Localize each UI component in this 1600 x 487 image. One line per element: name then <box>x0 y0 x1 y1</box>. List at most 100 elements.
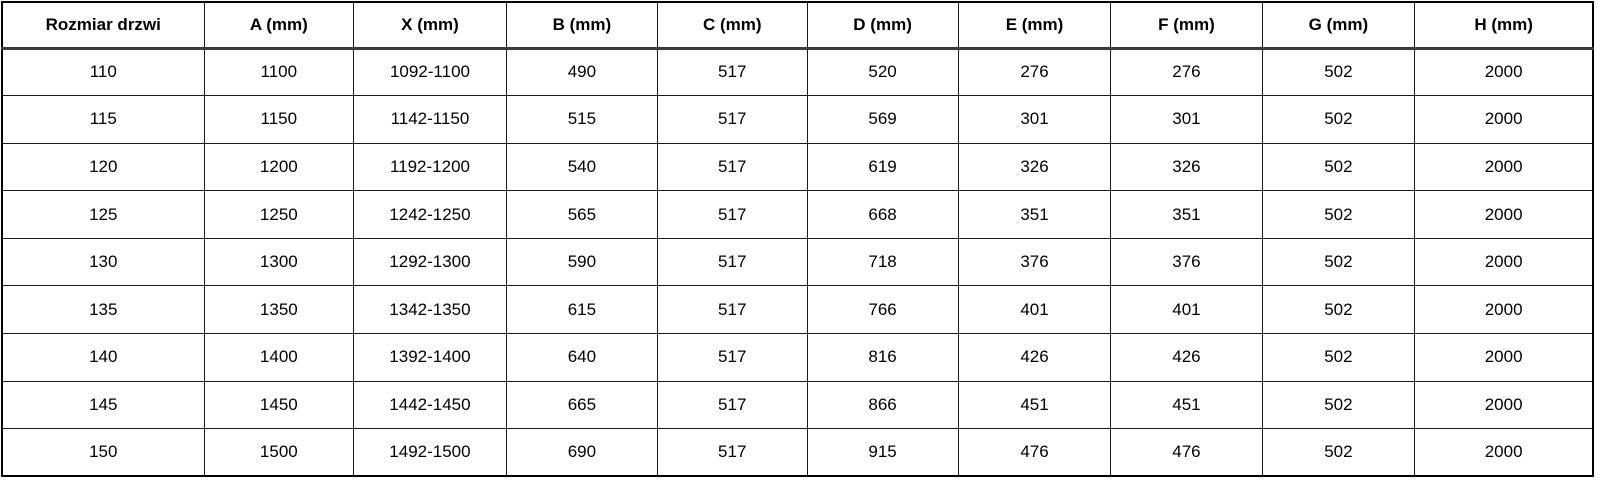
table-cell: 2000 <box>1414 190 1594 239</box>
table-cell: 619 <box>806 142 959 192</box>
table-cell: 2000 <box>1414 95 1594 144</box>
table-cell: 2000 <box>1414 428 1594 477</box>
table-cell: 1442-1450 <box>353 380 507 430</box>
table-cell: 1350 <box>203 285 355 335</box>
table-cell: 1392-1400 <box>353 333 507 382</box>
row-size-cell: 110 <box>1 47 205 97</box>
table-cell: 816 <box>806 333 959 382</box>
table-cell: 517 <box>656 285 808 335</box>
table-cell: 1300 <box>203 237 355 287</box>
table-row: 135 1350 1342-1350 615 517 766 401 401 502 2000 <box>1 285 1594 335</box>
table-cell: 276 <box>1110 47 1263 97</box>
table-cell: 517 <box>656 142 808 192</box>
column-header-d: D (mm) <box>806 1 959 50</box>
table-cell: 668 <box>806 190 959 239</box>
table-cell: 502 <box>1261 142 1416 192</box>
table-cell: 351 <box>957 190 1112 239</box>
row-size-cell: 140 <box>1 333 205 382</box>
row-size-cell: 130 <box>1 237 205 287</box>
table-cell: 490 <box>505 47 658 97</box>
column-header-g: G (mm) <box>1261 1 1416 50</box>
table-cell: 517 <box>656 333 808 382</box>
table-head: Rozmiar drzwi A (mm) X (mm) B (mm) C (mm) D (… <box>1 1 1594 50</box>
table-cell: 502 <box>1261 95 1416 144</box>
table-cell: 1100 <box>203 47 355 97</box>
table-cell: 1450 <box>203 380 355 430</box>
table-cell: 2000 <box>1414 142 1594 192</box>
table-row: 120 1200 1192-1200 540 517 619 326 326 502 2000 <box>1 142 1594 192</box>
column-header-e: E (mm) <box>957 1 1112 50</box>
table-cell: 517 <box>656 428 808 477</box>
table-cell: 718 <box>806 237 959 287</box>
table-cell: 502 <box>1261 428 1416 477</box>
table-cell: 517 <box>656 380 808 430</box>
table-cell: 301 <box>957 95 1112 144</box>
table-cell: 426 <box>1110 333 1263 382</box>
table-row: 110 1100 1092-1100 490 517 520 276 276 502 2000 <box>1 47 1594 97</box>
table-row: 150 1500 1492-1500 690 517 915 476 476 502 2000 <box>1 428 1594 477</box>
column-header-h: H (mm) <box>1414 1 1594 50</box>
table-cell: 1342-1350 <box>353 285 507 335</box>
column-header-b: B (mm) <box>505 1 658 50</box>
table-cell: 376 <box>1110 237 1263 287</box>
column-header-x: X (mm) <box>353 1 507 50</box>
table-cell: 502 <box>1261 333 1416 382</box>
table-cell: 665 <box>505 380 658 430</box>
table-cell: 517 <box>656 47 808 97</box>
table-cell: 451 <box>957 380 1112 430</box>
table-cell: 1250 <box>203 190 355 239</box>
table-cell: 1492-1500 <box>353 428 507 477</box>
table-cell: 615 <box>505 285 658 335</box>
table-cell: 640 <box>505 333 658 382</box>
column-header-a: A (mm) <box>203 1 355 50</box>
table-cell: 520 <box>806 47 959 97</box>
table-cell: 301 <box>1110 95 1263 144</box>
table-cell: 1192-1200 <box>353 142 507 192</box>
table-cell: 1500 <box>203 428 355 477</box>
header-row: Rozmiar drzwi A (mm) X (mm) B (mm) C (mm) D (… <box>1 1 1594 50</box>
table-cell: 326 <box>957 142 1112 192</box>
table-cell: 502 <box>1261 237 1416 287</box>
table-cell: 1092-1100 <box>353 47 507 97</box>
table-cell: 502 <box>1261 47 1416 97</box>
table-cell: 915 <box>806 428 959 477</box>
table-cell: 590 <box>505 237 658 287</box>
table-cell: 502 <box>1261 380 1416 430</box>
row-size-cell: 120 <box>1 142 205 192</box>
row-size-cell: 145 <box>1 380 205 430</box>
table-cell: 766 <box>806 285 959 335</box>
table-cell: 426 <box>957 333 1112 382</box>
table-cell: 1242-1250 <box>353 190 507 239</box>
table-cell: 690 <box>505 428 658 477</box>
table-cell: 2000 <box>1414 380 1594 430</box>
row-size-cell: 125 <box>1 190 205 239</box>
table-cell: 451 <box>1110 380 1263 430</box>
table-row: 130 1300 1292-1300 590 517 718 376 376 502 2000 <box>1 237 1594 287</box>
table-cell: 866 <box>806 380 959 430</box>
table-cell: 517 <box>656 190 808 239</box>
table-cell: 1400 <box>203 333 355 382</box>
table-cell: 2000 <box>1414 47 1594 97</box>
table-cell: 565 <box>505 190 658 239</box>
table-cell: 476 <box>1110 428 1263 477</box>
door-size-table: Rozmiar drzwi A (mm) X (mm) B (mm) C (mm) D (… <box>1 1 1594 478</box>
table-cell: 502 <box>1261 190 1416 239</box>
table-row: 125 1250 1242-1250 565 517 668 351 351 502 2000 <box>1 190 1594 239</box>
table-cell: 2000 <box>1414 237 1594 287</box>
table-cell: 276 <box>957 47 1112 97</box>
table-cell: 1200 <box>203 142 355 192</box>
table-cell: 376 <box>957 237 1112 287</box>
table-cell: 2000 <box>1414 333 1594 382</box>
table-row: 115 1150 1142-1150 515 517 569 301 301 502 2000 <box>1 95 1594 144</box>
table-cell: 401 <box>1110 285 1263 335</box>
table-cell: 569 <box>806 95 959 144</box>
row-size-cell: 115 <box>1 95 205 144</box>
table-row: 145 1450 1442-1450 665 517 866 451 451 502 2000 <box>1 380 1594 430</box>
table-cell: 540 <box>505 142 658 192</box>
table-cell: 1150 <box>203 95 355 144</box>
table-cell: 515 <box>505 95 658 144</box>
table-cell: 476 <box>957 428 1112 477</box>
row-size-cell: 135 <box>1 285 205 335</box>
table-cell: 401 <box>957 285 1112 335</box>
row-size-cell: 150 <box>1 428 205 477</box>
